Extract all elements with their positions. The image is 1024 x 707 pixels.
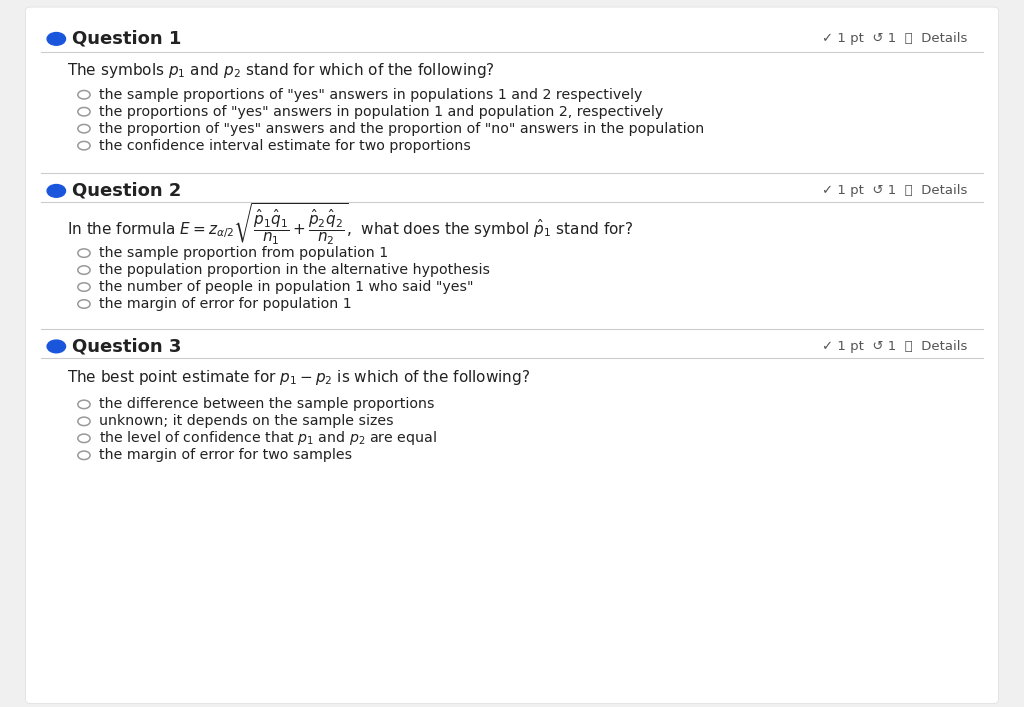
Text: the population proportion in the alternative hypothesis: the population proportion in the alterna… [99,263,490,277]
Text: the number of people in population 1 who said "yes": the number of people in population 1 who… [99,280,474,294]
Text: the sample proportion from population 1: the sample proportion from population 1 [99,246,388,260]
Text: In the formula $E = z_{\alpha/2}\sqrt{\dfrac{\hat{p}_1\hat{q}_1}{n_1} + \dfrac{\: In the formula $E = z_{\alpha/2}\sqrt{\d… [67,201,633,247]
Text: the proportion of "yes" answers and the proportion of "no" answers in the popula: the proportion of "yes" answers and the … [99,122,705,136]
Text: the difference between the sample proportions: the difference between the sample propor… [99,397,435,411]
Text: ✓ 1 pt  ↺ 1  ⓘ  Details: ✓ 1 pt ↺ 1 ⓘ Details [822,185,968,197]
FancyBboxPatch shape [26,7,998,703]
Text: the confidence interval estimate for two proportions: the confidence interval estimate for two… [99,139,471,153]
Circle shape [47,340,66,353]
Text: ✓ 1 pt  ↺ 1  ⓘ  Details: ✓ 1 pt ↺ 1 ⓘ Details [822,340,968,353]
Text: the level of confidence that $p_1$ and $p_2$ are equal: the level of confidence that $p_1$ and $… [99,429,437,448]
Circle shape [47,185,66,197]
Text: Question 1: Question 1 [72,30,181,48]
Text: The symbols $p_1$ and $p_2$ stand for which of the following?: The symbols $p_1$ and $p_2$ stand for wh… [67,62,495,80]
Text: the sample proportions of "yes" answers in populations 1 and 2 respectively: the sample proportions of "yes" answers … [99,88,643,102]
Text: unknown; it depends on the sample sizes: unknown; it depends on the sample sizes [99,414,394,428]
Text: Question 3: Question 3 [72,337,181,356]
Text: the margin of error for two samples: the margin of error for two samples [99,448,352,462]
Circle shape [47,33,66,45]
Text: Question 2: Question 2 [72,182,181,200]
Text: ✓ 1 pt  ↺ 1  ⓘ  Details: ✓ 1 pt ↺ 1 ⓘ Details [822,33,968,45]
Text: The best point estimate for $p_1 - p_2$ is which of the following?: The best point estimate for $p_1 - p_2$ … [67,368,529,387]
Text: the margin of error for population 1: the margin of error for population 1 [99,297,352,311]
Text: the proportions of "yes" answers in population 1 and population 2, respectively: the proportions of "yes" answers in popu… [99,105,664,119]
